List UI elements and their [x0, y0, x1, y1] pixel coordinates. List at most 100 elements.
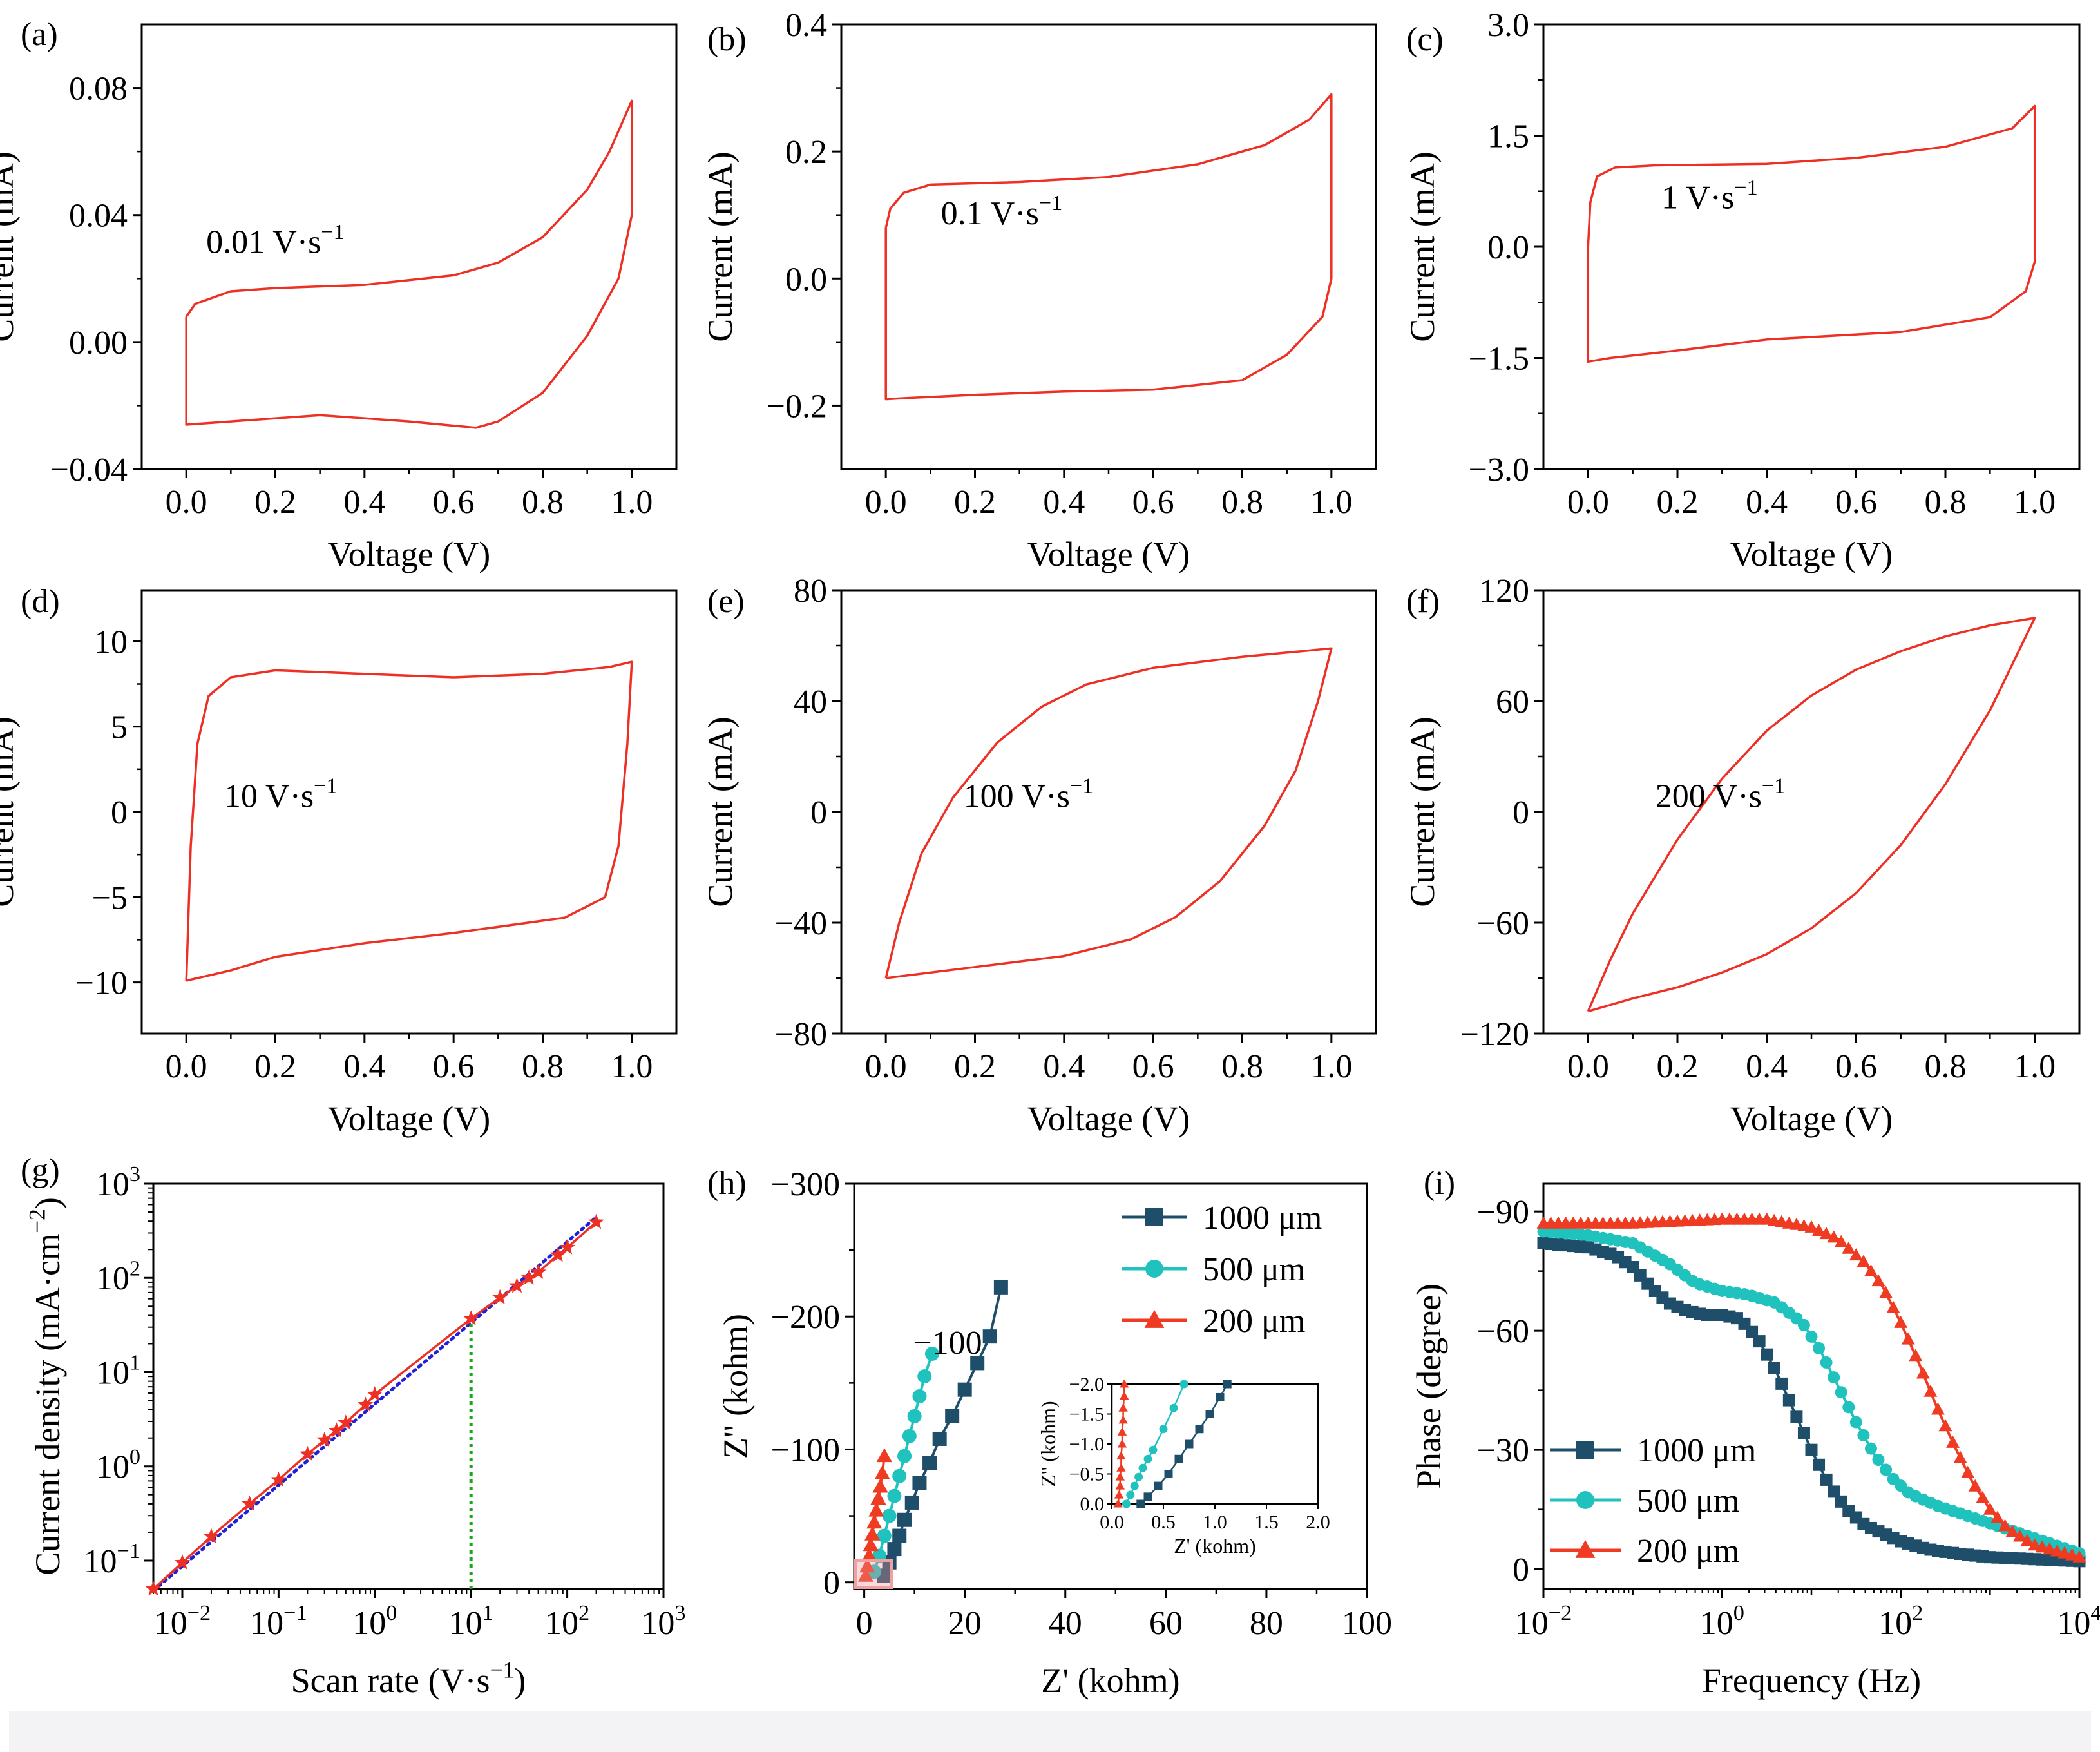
data-marker	[922, 1456, 937, 1470]
x-tick-label: 101	[449, 1601, 493, 1642]
y-tick-label: 101	[96, 1351, 140, 1392]
y-tick-label: −300	[771, 1166, 840, 1203]
cv-panel-e: 0.0 0.2 0.4 0.6 0.8 1.0 −80 −40 0 40 80 (e) Voltage …	[701, 573, 1377, 1138]
data-marker	[1782, 1394, 1795, 1407]
y-tick-label: 0.2	[785, 134, 827, 171]
data-marker	[1819, 1227, 1833, 1240]
x-tick-label: 0.2	[954, 1048, 996, 1085]
x-tick-label: 1.0	[611, 1048, 653, 1085]
x-tick-label: 0.0	[865, 484, 907, 521]
y-tick-label: −40	[775, 905, 827, 942]
x-tick-label: 0.0	[1567, 1048, 1609, 1085]
data-marker	[1938, 1419, 1952, 1432]
cv-panel-a: 0.0 0.2 0.4 0.6 0.8 1.0 −0.04 0.00 0.04 0.08 (a) Vo…	[0, 16, 678, 573]
data-marker	[887, 1488, 902, 1503]
inset-data-marker	[1205, 1410, 1214, 1418]
plot-frame	[1542, 23, 2081, 470]
data-marker	[2020, 1534, 2034, 1546]
cv-panel-c: 0.0 0.2 0.4 0.6 0.8 1.0 −3.0 −1.5 0.0 1.5 3.0 (c) Vo…	[1403, 7, 2081, 573]
data-marker	[1834, 1235, 1848, 1247]
data-marker	[1909, 1349, 1923, 1362]
data-marker	[872, 1548, 887, 1563]
legend-marker	[1576, 1491, 1594, 1509]
inset-data-marker	[1159, 1425, 1168, 1434]
inset-data-marker	[1117, 1439, 1127, 1448]
x-tick-label: 20	[948, 1605, 982, 1642]
x-axis-label: Voltage (V)	[328, 535, 490, 573]
x-tick-label: 0.6	[1132, 1048, 1174, 1085]
data-marker	[1827, 1230, 1841, 1243]
y-tick-label: −10	[75, 965, 128, 1002]
inset-data-marker	[1120, 1391, 1129, 1400]
inset-data-marker	[1169, 1403, 1178, 1412]
plot-frame	[840, 23, 1377, 470]
x-tick-label: 10−1	[250, 1601, 307, 1642]
y-tick-label: 0	[810, 794, 827, 831]
data-marker	[857, 1567, 874, 1582]
x-tick-label: 0.2	[254, 1048, 296, 1085]
scan-rate-annotation: 200 V·s−1	[1656, 774, 1786, 815]
inset-data-marker	[1154, 1481, 1163, 1490]
y-axis-label: Current (mA)	[701, 151, 740, 342]
data-marker	[1901, 1332, 1915, 1345]
inset-data-marker	[1179, 1380, 1188, 1389]
y-tick-label: −90	[1477, 1194, 1529, 1231]
data-marker	[1813, 1342, 1826, 1354]
cv-loop	[884, 93, 1333, 401]
data-marker	[1864, 1264, 1878, 1276]
scan-rate-annotation: 0.01 V·s−1	[206, 220, 345, 261]
data-marker	[870, 1490, 886, 1505]
data-marker	[993, 1280, 1008, 1295]
y-tick-label: −0.2	[767, 388, 827, 425]
inset-data-marker	[1116, 1463, 1126, 1472]
data-marker-star	[530, 1264, 546, 1279]
y-tick-label: 0.00	[69, 325, 128, 361]
data-marker	[1872, 1454, 1885, 1467]
data-marker	[982, 1329, 997, 1344]
x-tick-label: 1.0	[1310, 1048, 1352, 1085]
x-tick-label: 0.6	[433, 484, 475, 521]
data-marker	[1828, 1371, 1840, 1384]
axis-annotation: −100	[913, 1325, 982, 1362]
plot-frame	[152, 1182, 665, 1590]
data-marker	[882, 1508, 897, 1523]
inset-data-marker	[1126, 1490, 1135, 1499]
data-marker-star	[588, 1213, 604, 1229]
inset-data-marker	[1138, 1463, 1147, 1472]
x-tick-label: 0.0	[865, 1048, 907, 1085]
x-tick-label: 1.0	[1310, 484, 1352, 521]
data-marker	[945, 1409, 960, 1423]
x-axis-label: Voltage (V)	[328, 1099, 490, 1138]
y-tick-label: −5	[92, 880, 128, 916]
panel-g: 10−2 10−1 100 101 102 103 10−1 100 101 102 103 (g) S…	[21, 1152, 686, 1700]
y-tick-label: −60	[1477, 1313, 1529, 1350]
data-marker	[1820, 1473, 1833, 1486]
data-marker	[1916, 1366, 1930, 1379]
y-tick-label: −120	[1460, 1016, 1529, 1053]
y-tick-label: 40	[794, 684, 827, 720]
data-marker	[876, 1448, 892, 1463]
data-marker	[863, 1537, 879, 1552]
panel-label: (e)	[707, 583, 745, 620]
x-tick-label: 60	[1149, 1605, 1183, 1642]
inset-data-marker	[1118, 1415, 1128, 1424]
inset-data-marker	[1143, 1492, 1152, 1501]
inset-data-marker	[1118, 1403, 1128, 1412]
data-marker	[1953, 1450, 1967, 1463]
data-marker	[897, 1512, 912, 1527]
inset-x-tick-label: 1.0	[1203, 1512, 1227, 1533]
inset-x-tick-label: 0.5	[1151, 1512, 1176, 1533]
y-tick-label: −80	[775, 1016, 827, 1053]
data-marker	[1820, 1356, 1833, 1369]
data-marker	[1835, 1495, 1847, 1508]
data-marker	[1923, 1384, 1938, 1397]
y-tick-label: 0.0	[785, 261, 827, 298]
data-marker-star	[300, 1445, 316, 1461]
data-marker	[887, 1542, 902, 1557]
y-axis-label: Z'' (kohm)	[716, 1314, 755, 1459]
series-line	[1543, 1230, 2080, 1555]
inset-y-axis-label: Z'' (kohm)	[1036, 1401, 1060, 1487]
plot-frame	[840, 589, 1377, 1035]
inset-data-marker	[1134, 1472, 1143, 1481]
